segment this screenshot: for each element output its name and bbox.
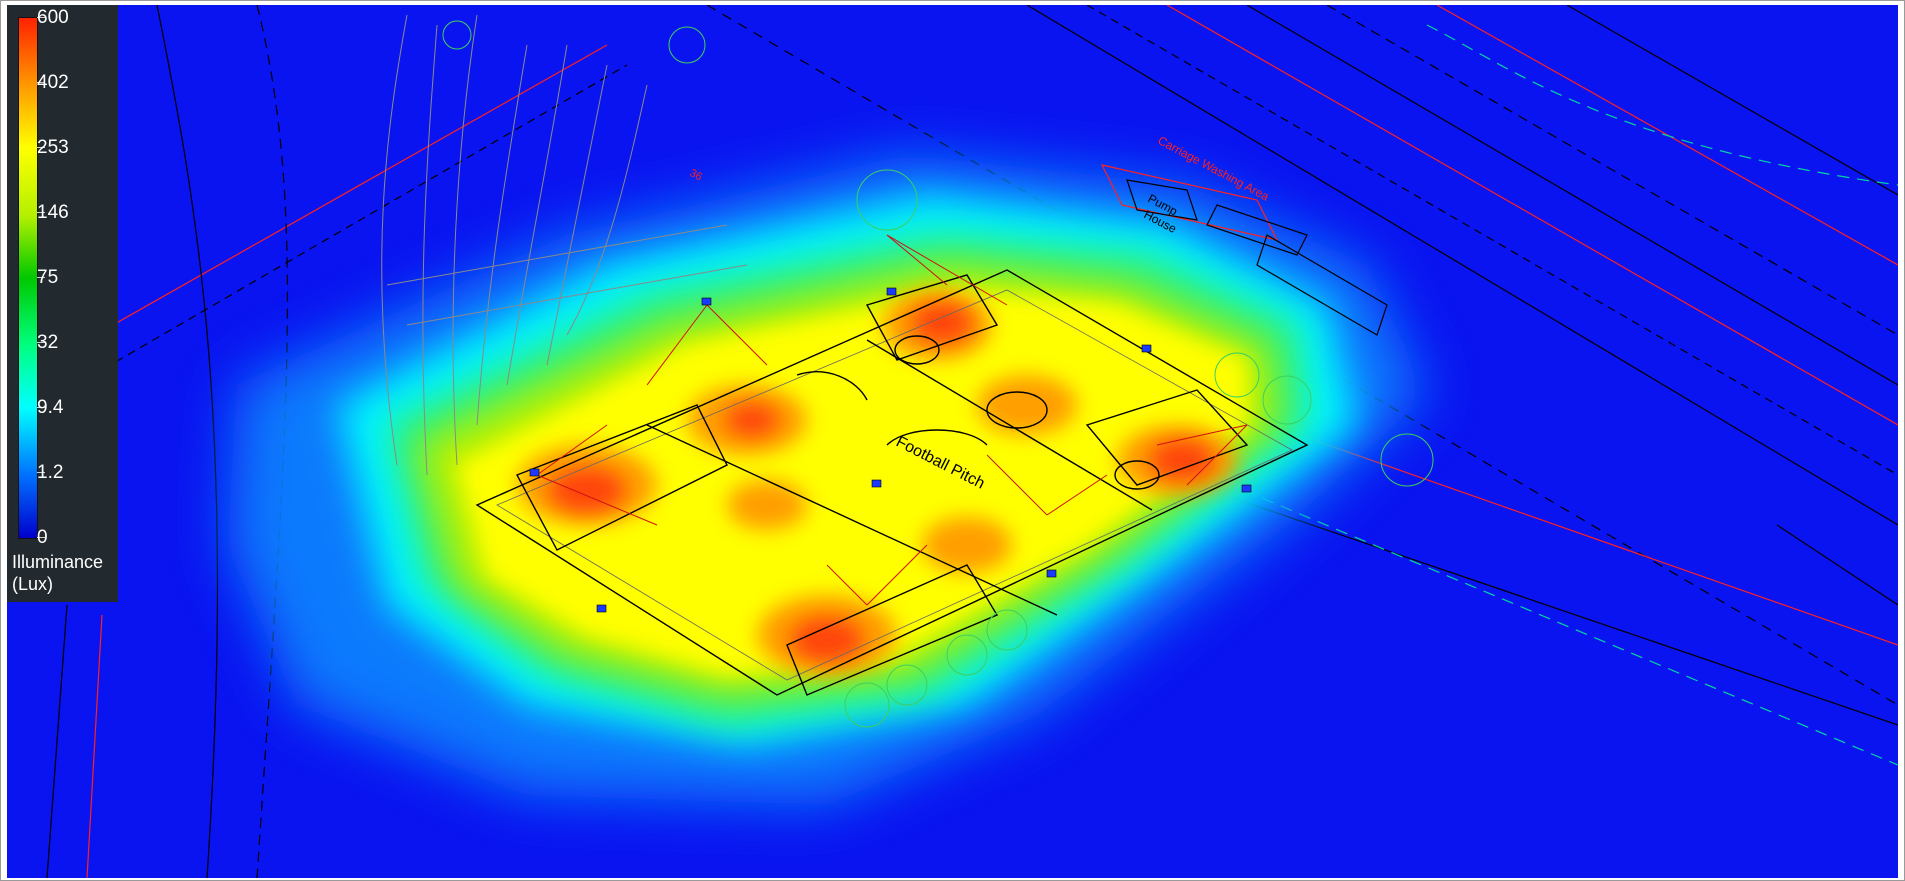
color-scale-bar xyxy=(18,17,38,539)
illuminance-legend: 600 402 253 146 75 32 9.4 1.2 0 Illuminance (Lux… xyxy=(7,5,118,602)
light-poles xyxy=(529,234,1252,613)
legend-title-line1: Illuminance xyxy=(12,552,104,572)
legend-tick-label: 146 xyxy=(37,202,69,223)
site-annotations xyxy=(381,14,1434,728)
legend-tick xyxy=(37,472,45,473)
legend-tick xyxy=(37,342,45,343)
legend-tick xyxy=(37,407,45,408)
legend-tick xyxy=(37,212,45,213)
legend-tick-label: 9.4 xyxy=(37,397,64,418)
legend-tick-label: 600 xyxy=(37,7,69,28)
legend-tick xyxy=(37,17,45,18)
legend-tick xyxy=(37,147,45,148)
football-pitch-markings xyxy=(475,269,1309,696)
legend-tick xyxy=(37,82,45,83)
illuminance-heatmap xyxy=(227,155,1427,805)
legend-tick-label: 0 xyxy=(37,527,48,548)
illuminance-scene[interactable]: Football Pitch Pump House Carriage Washi… xyxy=(7,5,1898,878)
building-outlines xyxy=(1100,164,1388,336)
misc-label: 36 xyxy=(688,167,704,183)
render-viewport[interactable]: Football Pitch Pump House Carriage Washi… xyxy=(7,5,1898,878)
legend-title: Illuminance (Lux) xyxy=(12,551,103,595)
legend-tick xyxy=(37,277,45,278)
legend-tick-label: 402 xyxy=(37,72,69,93)
legend-tick-label: 1.2 xyxy=(37,462,64,483)
legend-title-line2: (Lux) xyxy=(12,574,54,594)
legend-tick xyxy=(37,537,45,538)
legend-tick-label: 75 xyxy=(37,267,59,288)
legend-tick-label: 253 xyxy=(37,137,69,158)
legend-tick-label: 32 xyxy=(37,332,59,353)
